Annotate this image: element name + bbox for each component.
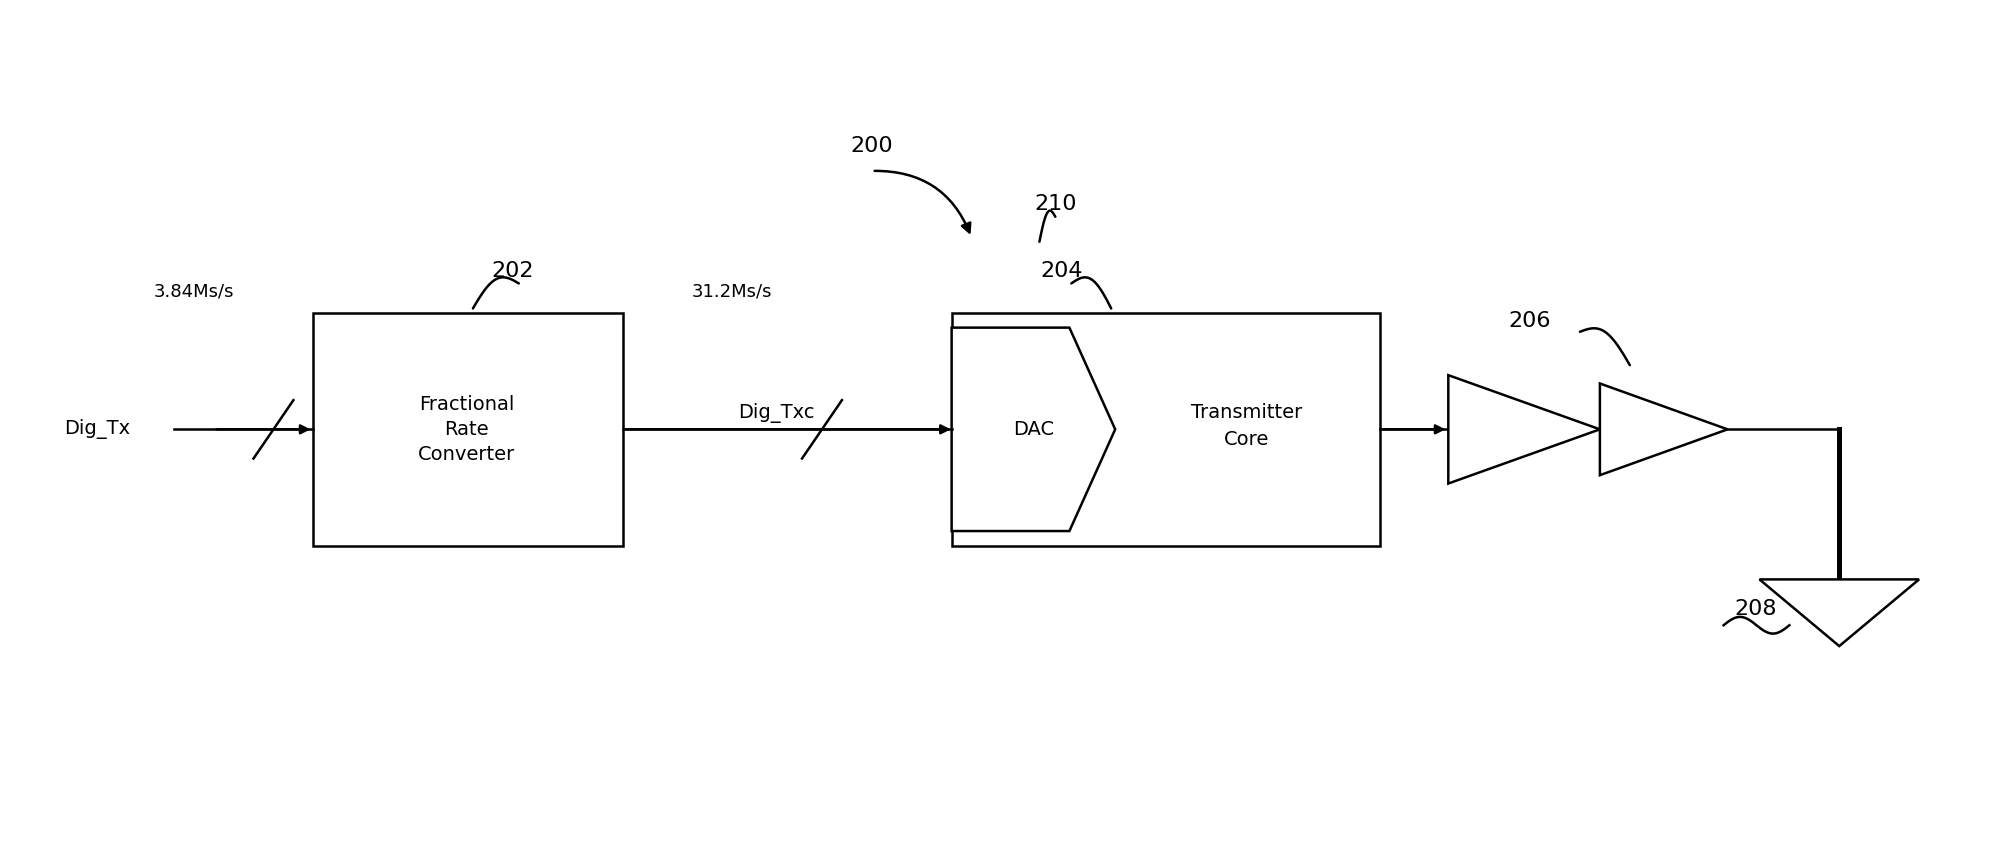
FancyBboxPatch shape [312,312,623,546]
Text: 206: 206 [1508,311,1552,331]
Text: 208: 208 [1735,599,1777,619]
Text: Converter: Converter [419,445,515,464]
Text: 200: 200 [851,136,893,156]
Text: DAC: DAC [1014,420,1054,439]
Text: 204: 204 [1040,261,1082,281]
Text: 210: 210 [1034,195,1076,214]
Text: 3.84Ms/s: 3.84Ms/s [154,283,234,301]
Polygon shape [951,328,1116,531]
Polygon shape [1600,383,1727,475]
Text: Fractional: Fractional [419,395,515,413]
FancyBboxPatch shape [951,312,1380,546]
Text: Dig_Txc: Dig_Txc [739,402,815,423]
Text: 31.2Ms/s: 31.2Ms/s [691,283,773,301]
Polygon shape [1448,376,1600,483]
Text: Core: Core [1224,429,1270,449]
Text: 202: 202 [491,261,535,281]
Text: Transmitter: Transmitter [1192,403,1302,422]
Text: Dig_Tx: Dig_Tx [64,419,130,440]
Text: Rate: Rate [445,420,489,439]
Polygon shape [1759,579,1919,646]
